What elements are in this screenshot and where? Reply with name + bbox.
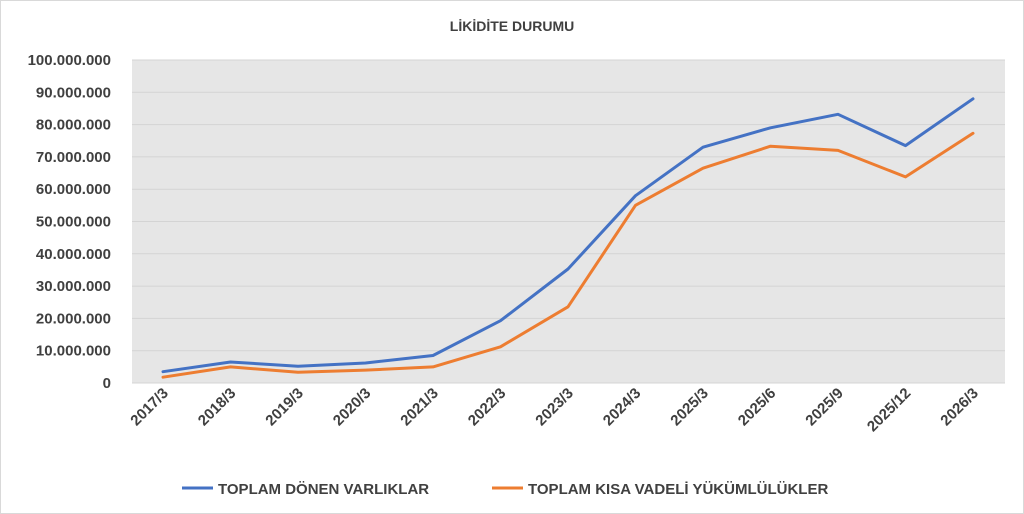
legend-label-series-2: TOPLAM KISA VADELİ YÜKÜMLÜLÜKLER <box>528 481 828 498</box>
x-tick-label: 2021/3 <box>397 385 441 429</box>
y-tick-label: 80.000.000 <box>36 117 111 134</box>
series-line-2 <box>161 131 975 379</box>
x-tick-label: 2024/3 <box>600 385 644 429</box>
y-tick-label: 50.000.000 <box>36 214 111 231</box>
x-tick-label: 2026/3 <box>937 385 981 429</box>
y-tick-label: 0 <box>103 375 111 392</box>
y-tick-label: 10.000.000 <box>36 343 111 360</box>
gridlines <box>132 59 1005 384</box>
y-tick-label: 20.000.000 <box>36 310 111 327</box>
x-axis-ticks: 2017/3 2018/3 2019/3 2020/3 2021/3 2022/3 2023… <box>127 385 981 435</box>
x-tick-label: 2025/3 <box>667 385 711 429</box>
x-tick-label: 2022/3 <box>465 385 509 429</box>
x-tick-label: 2019/3 <box>262 385 306 429</box>
x-tick-label: 2025/9 <box>802 385 846 429</box>
x-tick-label: 2025/12 <box>864 385 914 435</box>
x-tick-label: 2017/3 <box>127 385 171 429</box>
chart-title: LİKİDİTE DURUMU <box>450 18 574 34</box>
y-tick-label: 40.000.000 <box>36 246 111 263</box>
series-line-1 <box>161 97 975 374</box>
x-tick-label: 2025/6 <box>735 385 779 429</box>
y-tick-label: 60.000.000 <box>36 181 111 198</box>
series-lines <box>161 97 975 379</box>
legend: TOPLAM DÖNEN VARLIKLAR TOPLAM KISA VADEL… <box>182 481 828 498</box>
y-tick-label: 30.000.000 <box>36 278 111 295</box>
x-tick-label: 2018/3 <box>195 385 239 429</box>
y-tick-label: 90.000.000 <box>36 84 111 101</box>
x-tick-label: 2020/3 <box>330 385 374 429</box>
y-tick-label: 100.000.000 <box>28 52 111 69</box>
y-axis-ticks: 0 10.000.000 20.000.000 30.000.000 40.000.00… <box>28 52 111 392</box>
x-tick-label: 2023/3 <box>532 385 576 429</box>
legend-label-series-1: TOPLAM DÖNEN VARLIKLAR <box>218 481 429 498</box>
y-tick-label: 70.000.000 <box>36 149 111 166</box>
